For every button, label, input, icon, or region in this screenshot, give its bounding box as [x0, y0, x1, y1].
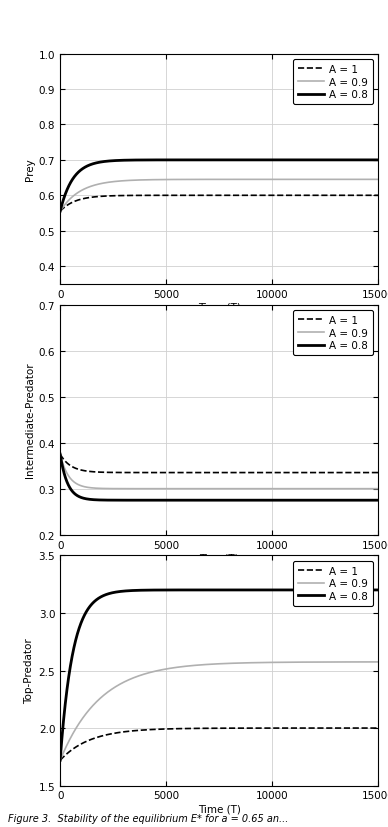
A = 0.9 [260, 175, 265, 185]
A = 0.8 [311, 495, 315, 505]
A = 0.9 [246, 484, 251, 494]
A = 0.9 [294, 175, 298, 185]
A = 1 [311, 468, 315, 478]
A = 0.8 [311, 155, 315, 165]
Y-axis label: Top-Predator: Top-Predator [24, 638, 35, 704]
A = 0.8 [376, 495, 381, 505]
A = 0.9 [173, 175, 178, 185]
A = 0.9 [376, 657, 381, 667]
A = 0.9 [311, 657, 315, 667]
A = 0.8 [58, 207, 62, 217]
A = 0.8 [246, 495, 251, 505]
A = 0.8 [294, 495, 298, 505]
A = 0.9 [246, 658, 251, 668]
A = 0.8 [294, 155, 298, 165]
Line: A = 1: A = 1 [60, 455, 378, 473]
A = 1 [74, 197, 78, 207]
Line: A = 0.8: A = 0.8 [60, 455, 378, 500]
A = 0.8 [311, 586, 315, 595]
A = 1 [311, 724, 315, 734]
A = 0.9 [260, 484, 265, 494]
X-axis label: Time (T): Time (T) [198, 803, 241, 813]
A = 0.9 [376, 484, 381, 494]
A = 0.9 [74, 723, 78, 733]
A = 1 [260, 191, 265, 201]
A = 0.9 [376, 175, 381, 185]
A = 0.8 [376, 155, 381, 165]
A = 0.9 [359, 484, 364, 494]
A = 0.8 [74, 490, 78, 500]
A = 1 [58, 450, 62, 460]
Text: Figure 3.  Stability of the equilibrium E* for a = 0.65 an...: Figure 3. Stability of the equilibrium E… [8, 813, 288, 823]
Legend: A = 1, A = 0.9, A = 0.8: A = 1, A = 0.9, A = 0.8 [293, 60, 373, 105]
A = 0.9 [58, 450, 62, 460]
A = 1 [376, 191, 381, 201]
A = 0.9 [74, 479, 78, 489]
A = 0.9 [311, 484, 315, 494]
A = 0.8 [324, 495, 328, 505]
A = 0.9 [58, 755, 62, 765]
X-axis label: Time (T): Time (T) [198, 302, 241, 312]
Legend: A = 1, A = 0.9, A = 0.8: A = 1, A = 0.9, A = 0.8 [293, 561, 373, 606]
Line: A = 0.9: A = 0.9 [60, 455, 378, 489]
A = 0.9 [311, 175, 315, 185]
A = 0.8 [376, 586, 381, 595]
A = 1 [173, 724, 178, 734]
A = 1 [58, 207, 62, 217]
A = 1 [376, 468, 381, 478]
Line: A = 0.8: A = 0.8 [60, 160, 378, 212]
A = 1 [260, 724, 265, 734]
A = 1 [246, 724, 251, 734]
A = 0.9 [246, 175, 251, 185]
A = 0.9 [74, 189, 78, 199]
Legend: A = 1, A = 0.9, A = 0.8: A = 1, A = 0.9, A = 0.8 [293, 310, 373, 356]
A = 1 [294, 468, 298, 478]
A = 1 [260, 468, 265, 478]
X-axis label: Time(T): Time(T) [199, 552, 239, 562]
A = 0.8 [173, 155, 178, 165]
A = 0.8 [260, 495, 265, 505]
A = 0.9 [173, 484, 178, 494]
Line: A = 0.9: A = 0.9 [60, 180, 378, 212]
Y-axis label: Intermediate-Predator: Intermediate-Predator [24, 362, 35, 478]
A = 0.8 [294, 586, 298, 595]
A = 0.8 [246, 586, 251, 595]
A = 1 [246, 191, 251, 201]
A = 1 [173, 191, 178, 201]
A = 0.9 [294, 484, 298, 494]
A = 1 [74, 464, 78, 474]
A = 0.8 [260, 155, 265, 165]
A = 0.8 [58, 450, 62, 460]
A = 0.8 [173, 495, 178, 505]
A = 0.8 [58, 755, 62, 765]
A = 0.8 [246, 155, 251, 165]
A = 1 [311, 191, 315, 201]
Line: A = 0.8: A = 0.8 [60, 590, 378, 760]
A = 1 [246, 468, 251, 478]
Line: A = 1: A = 1 [60, 729, 378, 760]
A = 1 [294, 724, 298, 734]
A = 0.9 [260, 657, 265, 667]
A = 0.8 [260, 586, 265, 595]
Line: A = 0.9: A = 0.9 [60, 662, 378, 760]
A = 0.9 [58, 207, 62, 217]
A = 0.8 [74, 633, 78, 643]
Y-axis label: Prey: Prey [24, 158, 35, 181]
A = 1 [294, 191, 298, 201]
A = 1 [58, 755, 62, 765]
Line: A = 1: A = 1 [60, 196, 378, 212]
A = 1 [376, 724, 381, 734]
A = 1 [74, 742, 78, 752]
A = 0.8 [173, 586, 178, 595]
A = 1 [173, 468, 178, 478]
A = 0.8 [74, 170, 78, 180]
A = 0.9 [173, 662, 178, 672]
A = 0.9 [294, 657, 298, 667]
